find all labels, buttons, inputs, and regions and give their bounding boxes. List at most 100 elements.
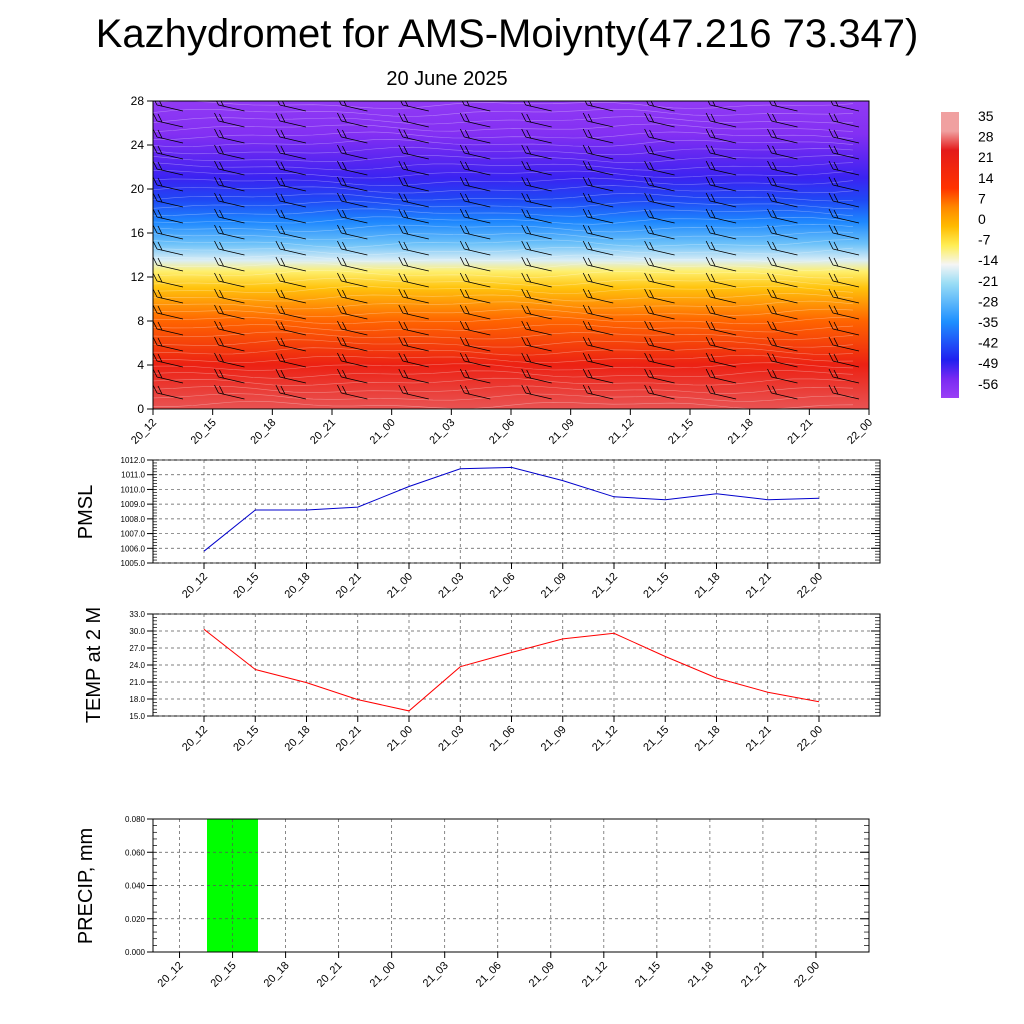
wind-barb xyxy=(767,288,798,304)
wind-barb xyxy=(767,208,798,224)
pmsl-x-tick-label: 20_12 xyxy=(180,571,210,601)
temp-x-tick-label: 20_15 xyxy=(231,724,261,754)
wind-barb xyxy=(644,128,675,144)
wind-barb xyxy=(459,288,491,304)
heatmap-y-tick-label: 0 xyxy=(137,402,144,416)
wind-barb xyxy=(828,256,860,272)
wind-barb xyxy=(828,288,860,304)
wind-barb xyxy=(705,320,737,336)
wind-barb xyxy=(398,352,429,368)
wind-barb xyxy=(705,288,737,304)
wind-barb xyxy=(830,101,860,112)
wind-barb xyxy=(337,320,368,336)
wind-barb xyxy=(767,192,798,208)
wind-barb xyxy=(337,224,368,240)
heatmap-x-tick-label: 21_21 xyxy=(785,417,815,447)
contour-line xyxy=(153,354,854,364)
pmsl-x-tick-label: 20_21 xyxy=(334,571,364,601)
wind-barb xyxy=(828,112,860,128)
wind-barb xyxy=(705,240,737,256)
wind-barb xyxy=(707,101,737,112)
wind-barb xyxy=(398,208,429,224)
temp-y-tick-label: 33.0 xyxy=(129,610,145,619)
contour-line xyxy=(153,223,854,233)
pmsl-y-tick-label: 1012.0 xyxy=(121,456,146,465)
wind-barb xyxy=(216,101,245,112)
wind-barb xyxy=(705,224,737,240)
wind-barb xyxy=(582,304,614,320)
heatmap-y-tick-label: 8 xyxy=(137,314,144,328)
contour-line xyxy=(153,377,854,387)
heatmap-x-tick-label: 20_18 xyxy=(248,417,278,447)
heatmap-x-tick-label: 21_15 xyxy=(666,417,696,447)
contour-line xyxy=(153,277,854,287)
wind-barb xyxy=(644,144,675,160)
colorbar-strip xyxy=(941,112,959,398)
contour-line xyxy=(153,139,854,148)
wind-barb xyxy=(153,336,184,352)
pmsl-x-tick-label: 21_12 xyxy=(590,571,620,601)
pmsl-x-tick-label: 21_18 xyxy=(693,571,723,601)
wind-barb xyxy=(214,368,245,384)
wind-barb xyxy=(767,368,798,384)
wind-barb xyxy=(459,128,491,144)
wind-barb xyxy=(398,144,429,160)
chart-subtitle: 20 June 2025 xyxy=(386,68,508,90)
wind-barb xyxy=(398,176,429,192)
wind-barb xyxy=(337,384,368,400)
wind-barb xyxy=(705,384,737,400)
wind-barb xyxy=(644,112,675,128)
wind-barb xyxy=(398,320,429,336)
wind-barb xyxy=(459,208,491,224)
wind-barb xyxy=(644,160,675,176)
wind-barb xyxy=(275,128,306,144)
wind-barb xyxy=(398,384,429,400)
wind-barb xyxy=(521,160,552,176)
temp-series-line xyxy=(203,628,820,712)
wind-barb xyxy=(337,160,368,176)
wind-barb xyxy=(582,368,614,384)
wind-barb xyxy=(521,352,552,368)
wind-barb xyxy=(214,112,245,128)
temp-x-tick-label: 21_03 xyxy=(436,724,466,754)
precip-x-tick-label: 20_12 xyxy=(156,960,186,990)
precip-y-tick-label: 0.080 xyxy=(125,815,146,824)
pmsl-x-tick-label: 20_18 xyxy=(283,571,313,601)
wind-barb xyxy=(275,176,306,192)
contour-line xyxy=(153,339,854,348)
wind-barb xyxy=(705,352,737,368)
wind-barb xyxy=(521,368,552,384)
wind-barb xyxy=(337,352,368,368)
wind-barb xyxy=(582,128,614,144)
wind-barb xyxy=(461,101,491,112)
heatmap-x-tick-label: 20_15 xyxy=(189,417,219,447)
wind-barb xyxy=(459,176,491,192)
wind-barb xyxy=(337,368,368,384)
wind-barb xyxy=(521,128,552,144)
temp-x-tick-label: 21_09 xyxy=(539,724,569,754)
wind-barb xyxy=(582,320,614,336)
wind-barb xyxy=(275,240,306,256)
precip-y-tick-label: 0.060 xyxy=(125,848,146,857)
temp-x-tick-label: 20_12 xyxy=(180,724,210,754)
wind-barb xyxy=(153,352,184,368)
wind-barb xyxy=(521,176,552,192)
wind-barb xyxy=(153,128,184,144)
wind-barbs xyxy=(153,101,860,400)
heatmap-contours xyxy=(153,101,854,409)
precip-y-tick-label: 0.020 xyxy=(125,915,146,924)
wind-barb xyxy=(337,240,368,256)
wind-barb xyxy=(521,320,552,336)
wind-barb xyxy=(153,224,184,240)
wind-barb xyxy=(828,176,860,192)
contour-line xyxy=(153,216,854,225)
wind-barb xyxy=(214,352,245,368)
wind-barb xyxy=(153,208,184,224)
heatmap-x-tick-label: 21_12 xyxy=(606,417,636,447)
pmsl-axes: 20_12 20_15 20_18 20_21 21_00 21_03 21_06 21_09… xyxy=(121,456,880,601)
wind-barb xyxy=(828,320,860,336)
pmsl-x-tick-label: 20_15 xyxy=(231,571,261,601)
colorbar-label: -35 xyxy=(978,314,998,330)
wind-barb xyxy=(337,192,368,208)
